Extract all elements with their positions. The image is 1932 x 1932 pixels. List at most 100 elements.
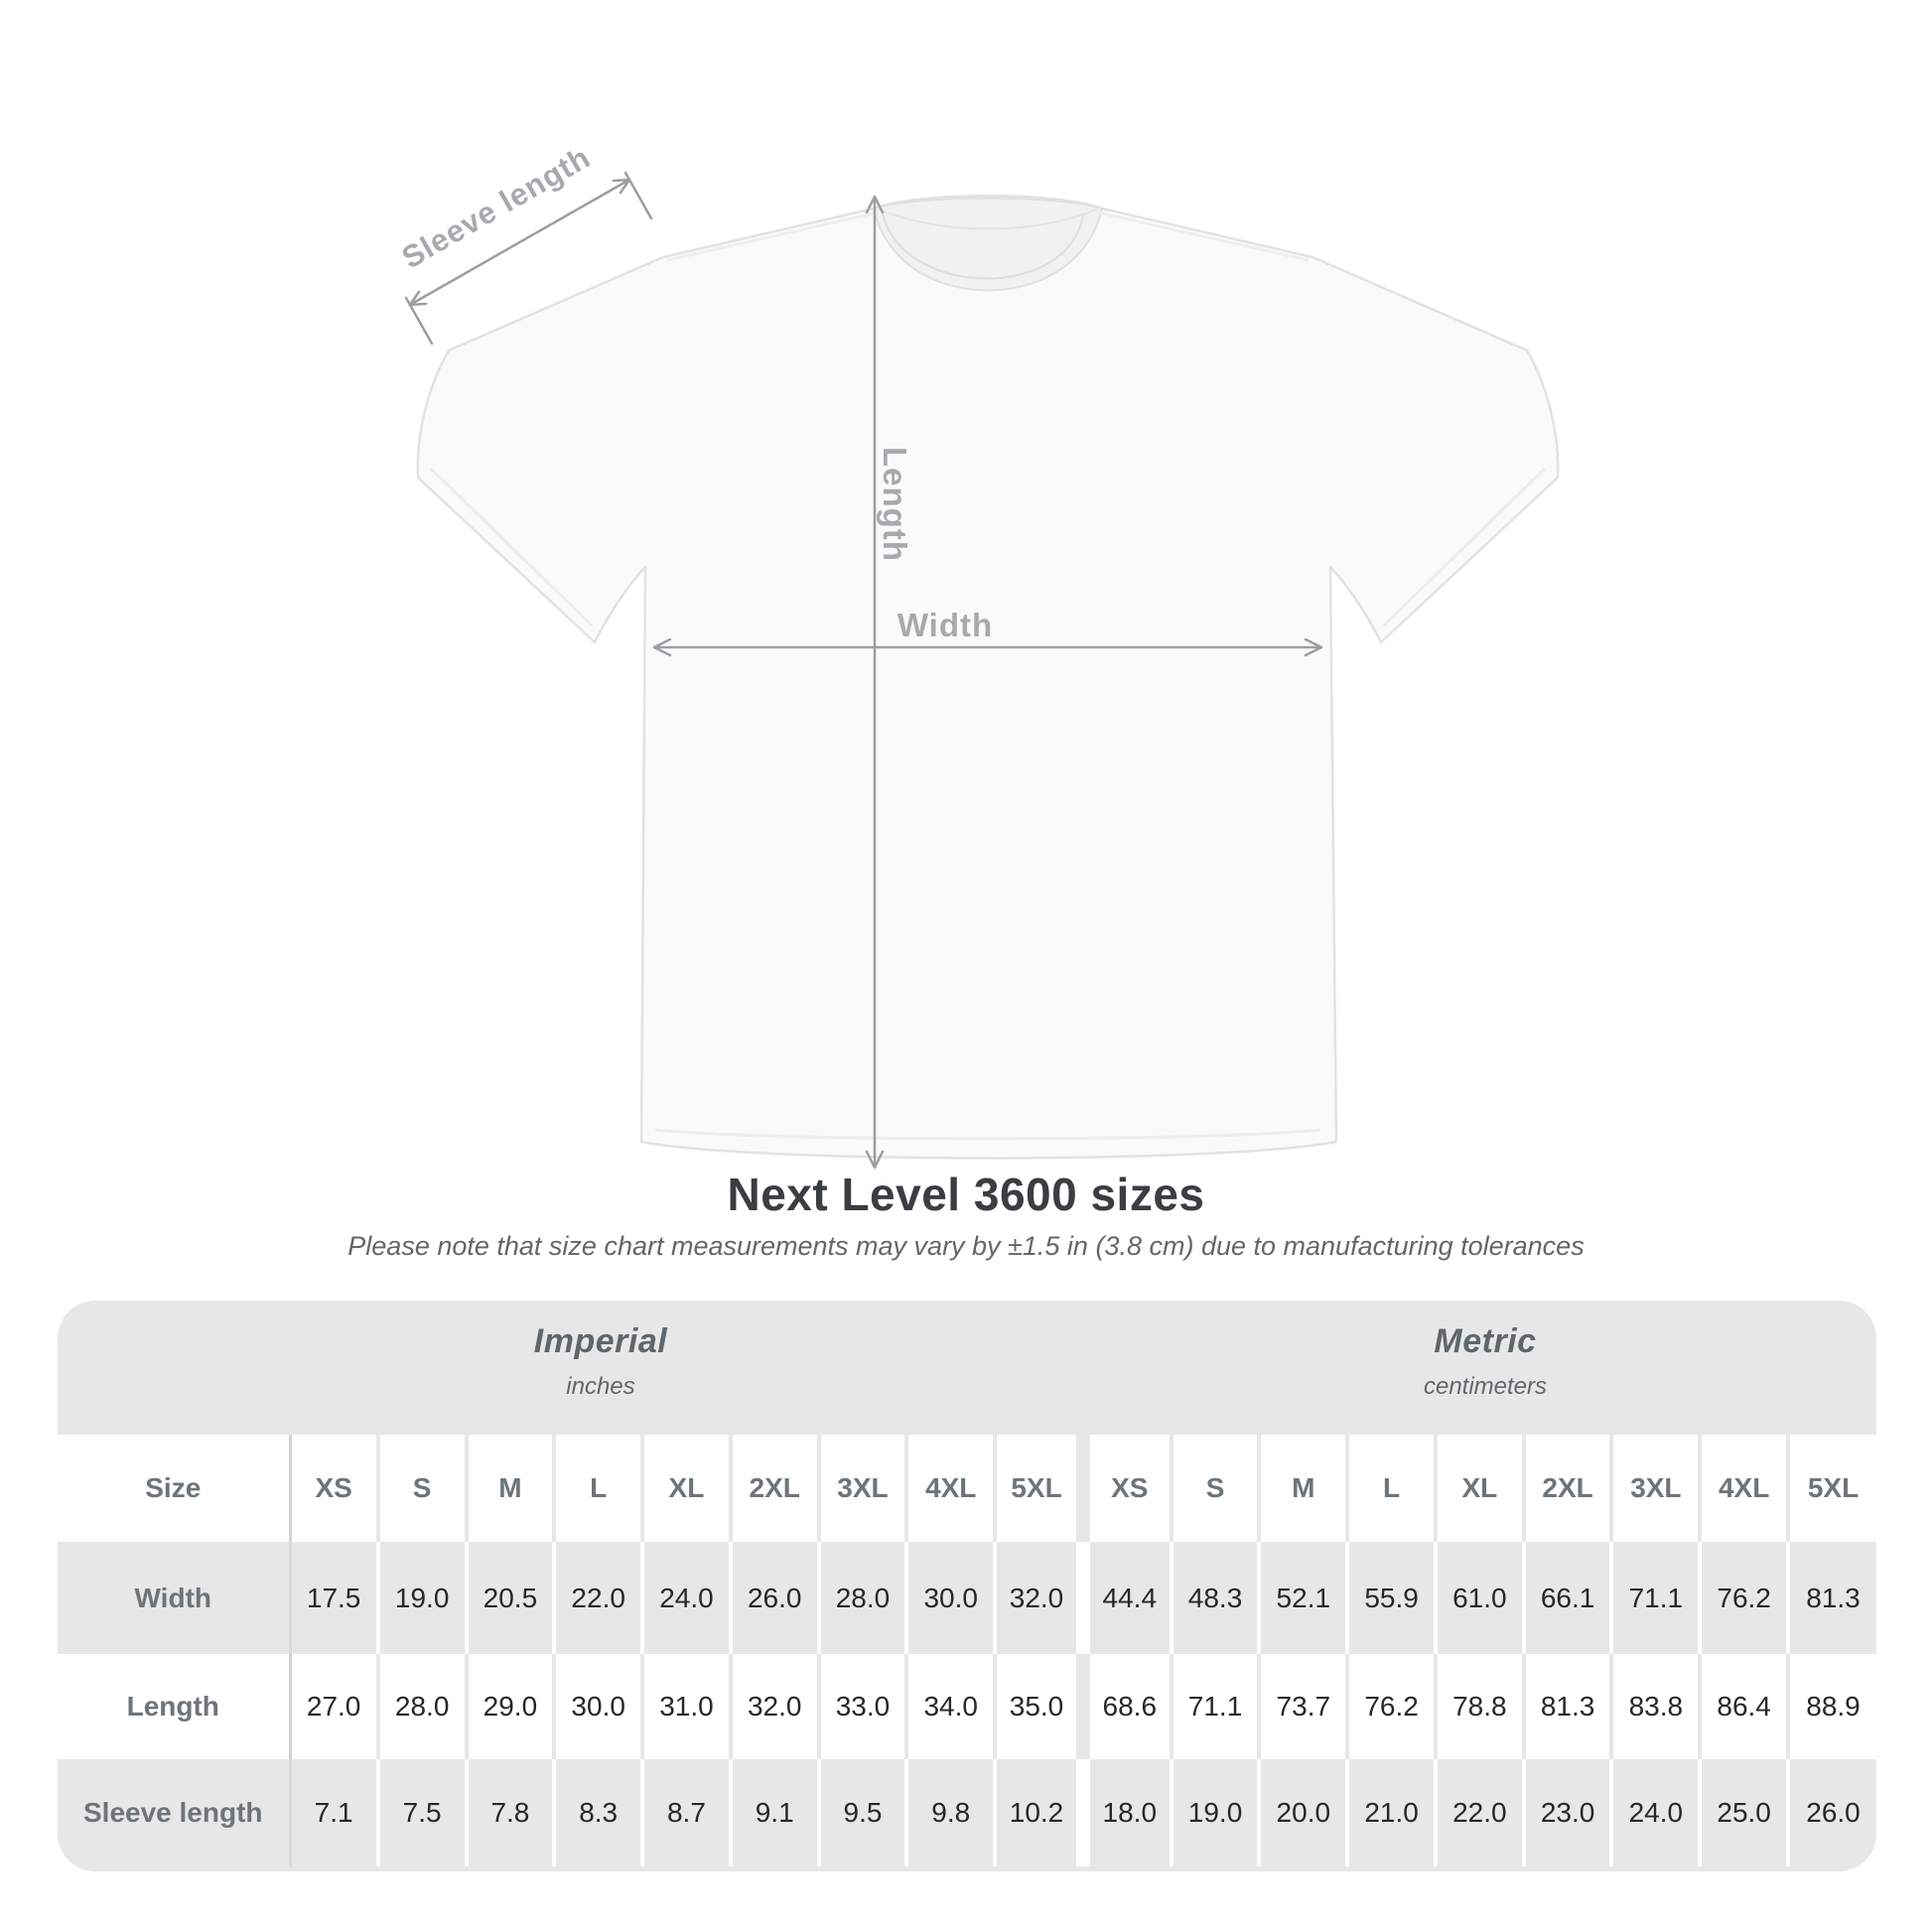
table-cell: 24.0 xyxy=(640,1542,731,1654)
table-cell: 20.0 xyxy=(1257,1759,1348,1866)
col-head: 3XL xyxy=(1609,1435,1701,1542)
table-row-width: Width 17.5 19.0 20.5 22.0 24.0 26.0 28.0… xyxy=(58,1542,1876,1654)
table-cell: 27.0 xyxy=(288,1654,378,1759)
table-row-sleeve-length: Sleeve length 7.1 7.5 7.8 8.3 8.7 9.1 9.… xyxy=(58,1759,1876,1866)
col-head: M xyxy=(464,1435,555,1542)
table-cell: 81.3 xyxy=(1521,1654,1612,1759)
tshirt-diagram: Sleeve length Length Width xyxy=(396,140,1560,1170)
measurement-arrows xyxy=(404,171,1323,1170)
tolerance-note: Please note that size chart measurements… xyxy=(347,1231,1585,1261)
length-label: Length xyxy=(877,447,913,562)
table-row-size-header: Size XS S M L XL 2XL 3XL 4XL 5XL XS S M … xyxy=(58,1435,1876,1542)
table-cell: 33.0 xyxy=(816,1654,907,1759)
tshirt-left-sleeve-stitch xyxy=(429,467,594,627)
tshirt-right-shoulder-seam xyxy=(1097,210,1310,262)
metric-group-unit: centimeters xyxy=(1423,1373,1548,1400)
tshirt-body xyxy=(416,195,1560,1160)
col-head: 3XL xyxy=(816,1435,907,1542)
table-cell: 9.1 xyxy=(728,1759,819,1866)
tshirt-collar-band xyxy=(882,213,1084,280)
table-cell: 19.0 xyxy=(1169,1759,1260,1866)
col-head: 2XL xyxy=(728,1435,819,1542)
table-cell: 9.5 xyxy=(816,1759,907,1866)
table-cell: 30.0 xyxy=(552,1654,643,1759)
sleeve-length-arrow xyxy=(404,171,653,345)
col-head: S xyxy=(1169,1435,1260,1542)
table-cell: 26.0 xyxy=(1786,1759,1876,1866)
page-title: Next Level 3600 sizes xyxy=(727,1169,1205,1220)
row-label-sleeve-length: Sleeve length xyxy=(82,1797,263,1828)
table-cell: 9.8 xyxy=(904,1759,996,1866)
table-row-length: Length 27.0 28.0 29.0 30.0 31.0 32.0 33.… xyxy=(58,1654,1876,1759)
table-cell: 32.0 xyxy=(993,1542,1083,1654)
imperial-group: Imperial inches xyxy=(534,1322,667,1401)
unit-group-header: Imperial inches Metric centimeters xyxy=(58,1301,1876,1435)
table-cell: 68.6 xyxy=(1075,1654,1172,1759)
col-head: 4XL xyxy=(1698,1435,1789,1542)
col-head: 5XL xyxy=(993,1435,1083,1542)
table-cell: 76.2 xyxy=(1698,1542,1789,1654)
table-cell: 35.0 xyxy=(993,1654,1083,1759)
tshirt-left-shoulder-seam xyxy=(666,210,879,262)
table-cell: 28.0 xyxy=(816,1542,907,1654)
table-cell: 86.4 xyxy=(1698,1654,1789,1759)
table-cell: 17.5 xyxy=(288,1542,378,1654)
table-cell: 22.0 xyxy=(1433,1759,1524,1866)
table-cell: 20.5 xyxy=(464,1542,555,1654)
col-head: 5XL xyxy=(1786,1435,1876,1542)
row-label-width: Width xyxy=(134,1582,212,1613)
table-cell: 7.1 xyxy=(288,1759,378,1866)
table-cell: 34.0 xyxy=(904,1654,996,1759)
table-cell: 32.0 xyxy=(728,1654,819,1759)
length-arrow xyxy=(865,195,885,1170)
table-cell: 26.0 xyxy=(728,1542,819,1654)
metric-group-label: Metric xyxy=(1434,1322,1537,1360)
col-head: 2XL xyxy=(1521,1435,1612,1542)
table-cell: 76.2 xyxy=(1345,1654,1436,1759)
col-head: XL xyxy=(1433,1435,1524,1542)
table-cell: 10.2 xyxy=(993,1759,1083,1866)
col-head: XS xyxy=(1075,1435,1172,1542)
table-cell: 7.8 xyxy=(464,1759,555,1866)
table-cell: 44.4 xyxy=(1075,1542,1172,1654)
table-cell: 71.1 xyxy=(1609,1542,1701,1654)
table-cell: 29.0 xyxy=(464,1654,555,1759)
row-label-size: Size xyxy=(145,1472,202,1503)
col-head: S xyxy=(375,1435,467,1542)
col-head: L xyxy=(552,1435,643,1542)
col-head: L xyxy=(1345,1435,1436,1542)
table-cell: 8.3 xyxy=(552,1759,643,1866)
table-cell: 23.0 xyxy=(1521,1759,1612,1866)
table-cell: 21.0 xyxy=(1345,1759,1436,1866)
table-cell: 24.0 xyxy=(1609,1759,1701,1866)
table-cell: 61.0 xyxy=(1433,1542,1524,1654)
col-head: XS xyxy=(288,1435,378,1542)
table-cell: 8.7 xyxy=(640,1759,731,1866)
table-cell: 22.0 xyxy=(552,1542,643,1654)
table-cell: 18.0 xyxy=(1075,1759,1172,1866)
table-cell: 19.0 xyxy=(375,1542,467,1654)
table-cell: 25.0 xyxy=(1698,1759,1789,1866)
table-cell: 52.1 xyxy=(1257,1542,1348,1654)
size-table-card: Imperial inches Metric centimeters Size … xyxy=(58,1301,1876,1871)
imperial-group-label: Imperial xyxy=(533,1322,668,1360)
imperial-group-unit: inches xyxy=(566,1373,635,1400)
table-cell: 31.0 xyxy=(640,1654,731,1759)
table-cell: 28.0 xyxy=(375,1654,467,1759)
col-head: XL xyxy=(640,1435,731,1542)
metric-group: Metric centimeters xyxy=(1424,1322,1547,1401)
table-cell: 30.0 xyxy=(904,1542,996,1654)
col-head: M xyxy=(1257,1435,1348,1542)
table-cell: 81.3 xyxy=(1786,1542,1876,1654)
size-table: Size XS S M L XL 2XL 3XL 4XL 5XL XS S M … xyxy=(58,1435,1876,1866)
col-head: 4XL xyxy=(904,1435,996,1542)
tshirt-hem-stitch xyxy=(654,1128,1321,1141)
table-cell: 55.9 xyxy=(1345,1542,1436,1654)
tshirt-illustration xyxy=(416,195,1560,1160)
table-cell: 73.7 xyxy=(1257,1654,1348,1759)
table-cell: 66.1 xyxy=(1521,1542,1612,1654)
tshirt-right-sleeve-stitch xyxy=(1382,467,1547,627)
table-cell: 71.1 xyxy=(1169,1654,1260,1759)
table-cell: 7.5 xyxy=(375,1759,467,1866)
